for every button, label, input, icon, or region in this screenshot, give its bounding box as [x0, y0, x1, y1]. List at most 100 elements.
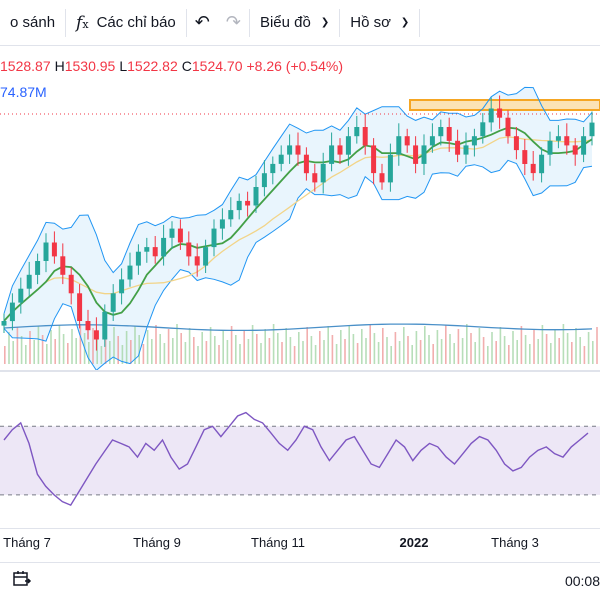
price-chart[interactable]	[0, 46, 600, 370]
volume-bar	[542, 325, 544, 364]
volume-bar	[516, 340, 518, 364]
volume-bar	[42, 335, 44, 364]
volume-bar	[4, 346, 6, 364]
volume-bar	[470, 333, 472, 364]
volume-bar	[235, 335, 237, 364]
volume-bar	[25, 345, 27, 364]
profile-label: Hồ sơ	[350, 14, 391, 31]
volume-bar	[164, 343, 166, 364]
volume-bar	[201, 332, 203, 364]
volume-bar	[462, 338, 464, 364]
volume-bar	[222, 331, 224, 364]
rsi-chart[interactable]	[0, 372, 600, 528]
candle-body	[413, 145, 418, 164]
volume-bar	[437, 330, 439, 364]
candle-body	[388, 155, 393, 183]
candle-body	[94, 330, 99, 339]
volume-bar	[353, 334, 355, 364]
candle-body	[556, 136, 561, 141]
profile-dropdown[interactable]: Hồ sơ ❯	[340, 0, 419, 46]
volume-bar	[374, 333, 376, 364]
undo-button[interactable]: ↶	[187, 0, 218, 46]
candle-body	[170, 229, 175, 238]
volume-bar	[416, 331, 418, 364]
candle-body	[354, 127, 359, 136]
volume-bar	[453, 343, 455, 364]
volume-bar	[407, 336, 409, 364]
time-axis[interactable]: Tháng 7 Tháng 9 Tháng 11 2022 Tháng 3	[0, 528, 600, 556]
redo-button[interactable]: ↷	[218, 0, 249, 46]
volume-bar	[113, 327, 115, 364]
volume-bar	[17, 327, 19, 364]
volume-bar	[579, 337, 581, 364]
volume-bar	[361, 329, 363, 364]
volume-bar	[348, 325, 350, 364]
volume-bar	[529, 344, 531, 364]
volume-bar	[445, 325, 447, 364]
volume-bar	[168, 329, 170, 364]
volume-bar	[54, 339, 56, 364]
rsi-band-fill	[0, 426, 600, 495]
indicators-label: Các chỉ báo	[97, 14, 176, 31]
undo-icon: ↶	[195, 12, 210, 33]
volume-bar	[554, 329, 556, 364]
chevron-down-icon: ❯	[401, 17, 409, 28]
volume-bar	[537, 339, 539, 364]
candle-body	[514, 136, 519, 150]
volume-bar	[382, 328, 384, 364]
low-value: 1522.82	[127, 58, 178, 76]
candle-body	[254, 187, 259, 206]
volume-bar	[243, 330, 245, 364]
volume-bar	[285, 328, 287, 364]
volume-bar	[411, 345, 413, 364]
volume-bar	[479, 328, 481, 364]
candle-body	[228, 210, 233, 219]
volume-bars	[4, 324, 598, 364]
calendar-range-icon[interactable]	[12, 569, 32, 594]
candle-body	[472, 136, 477, 145]
candle-body	[220, 219, 225, 228]
volume-bar	[323, 340, 325, 364]
volume-bar	[227, 340, 229, 364]
volume-bar	[151, 339, 153, 364]
candle-body	[77, 293, 82, 321]
candle-body	[506, 118, 511, 137]
volume-bar	[176, 324, 178, 364]
volume-bar	[399, 341, 401, 364]
compare-button[interactable]: o sánh	[0, 0, 65, 46]
rsi-band	[0, 426, 600, 495]
time-tick-nov: Tháng 11	[251, 535, 305, 550]
candle-body	[380, 173, 385, 182]
volume-bar	[256, 334, 258, 364]
top-toolbar: o sánh fx Các chỉ báo ↶ ↷ Biểu đồ ❯ Hồ s…	[0, 0, 600, 46]
candle-body	[405, 136, 410, 145]
volume-bar	[59, 325, 61, 364]
volume-bar	[281, 342, 283, 364]
volume-bar	[302, 341, 304, 364]
volume-bar	[63, 334, 65, 364]
volume-bar	[395, 332, 397, 364]
volume-bar	[474, 342, 476, 364]
candle-body	[489, 109, 494, 123]
chart-type-dropdown[interactable]: Biểu đồ ❯	[250, 0, 339, 46]
volume-bar	[193, 337, 195, 364]
volume-bar	[500, 327, 502, 364]
clock: 00:08	[565, 573, 600, 589]
volume-bar	[88, 342, 90, 364]
candle-body	[153, 247, 158, 256]
volume-bar	[441, 339, 443, 364]
volume-bar	[365, 338, 367, 364]
high-value: 1530.95	[65, 58, 116, 76]
volume-bar	[491, 332, 493, 364]
candle-body	[464, 145, 469, 154]
volume-bar	[571, 342, 573, 364]
volume-bar	[50, 330, 52, 364]
indicators-button[interactable]: fx Các chỉ báo	[66, 0, 186, 46]
volume-bar	[248, 339, 250, 364]
candle-body	[136, 252, 141, 266]
candle-body	[329, 145, 334, 164]
candle-body	[128, 266, 133, 280]
volume-bar	[378, 342, 380, 364]
open-value: 1528.87	[0, 58, 51, 76]
volume-bar	[155, 325, 157, 364]
